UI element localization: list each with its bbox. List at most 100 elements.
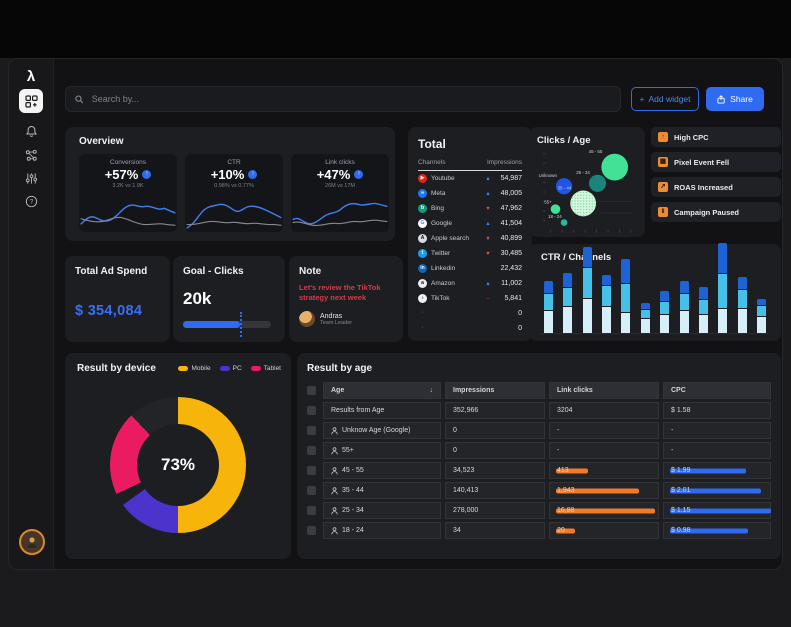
link-clicks-cell: 16,88 xyxy=(549,502,659,519)
sort-descending-icon: ↓ xyxy=(429,387,434,394)
row-checkbox[interactable] xyxy=(307,426,316,435)
ctr-card[interactable]: CTR +10% ↑ 0.98% vs 0.77% xyxy=(185,154,283,232)
note-author-name: Andras xyxy=(320,312,343,320)
channel-impressions: 22,432 xyxy=(500,265,522,272)
age-cell: 18 - 24 xyxy=(323,522,441,539)
age-table-row[interactable]: 25 - 34 278,000 16,88 $ 1.15 xyxy=(307,502,771,519)
clicks-age-title: Clicks / Age xyxy=(537,135,591,146)
legend-item-pc[interactable]: PC xyxy=(219,365,242,372)
channel-row: in Linkedin 22,432 xyxy=(418,261,522,276)
cpc-cell: - xyxy=(663,422,771,439)
total-panel: Total Channels Impressions ▶ Youtube ▲ 54,9… xyxy=(408,127,532,341)
sidebar-item-integrations[interactable] xyxy=(19,143,43,167)
person-icon xyxy=(331,446,338,454)
age-value: 55+ xyxy=(342,447,354,454)
total-title: Total xyxy=(418,137,446,151)
user-avatar[interactable] xyxy=(19,529,45,555)
row-checkbox[interactable] xyxy=(307,406,316,415)
sidebar-item-filters[interactable] xyxy=(19,166,43,190)
row-checkbox[interactable] xyxy=(307,446,316,455)
bubble-55+ xyxy=(550,204,561,214)
link-clicks-card[interactable]: Link clicks +47% ↑ 26M vs 17M xyxy=(291,154,389,232)
alert-pixel-event-fell[interactable]: ▦ Pixel Event Fell xyxy=(651,152,781,172)
conversions-sparkline xyxy=(80,204,176,226)
cpc-value: $ 1.58 xyxy=(671,407,691,414)
column-header-impressions: Impressions xyxy=(445,382,545,399)
link-clicks-cell: 3204 xyxy=(549,402,659,419)
bar-segment-light xyxy=(698,315,708,333)
bar-segment-blue xyxy=(698,287,708,299)
cpc-cell: $ 1.15 xyxy=(663,502,771,519)
goal-target-marker xyxy=(240,312,243,337)
column-header-label: Link clicks xyxy=(557,387,593,394)
ctr-delta: +10% xyxy=(210,167,245,182)
link-clicks-cell: - xyxy=(549,442,659,459)
cpc-cell: $ 1.99 xyxy=(663,462,771,479)
alert-roas-increased[interactable]: ↗ ROAS Increased xyxy=(651,177,781,197)
add-widget-button[interactable]: + Add widget xyxy=(631,87,699,111)
row-checkbox[interactable] xyxy=(307,486,316,495)
column-header-link-clicks: Link clicks xyxy=(549,382,659,399)
age-cell: 35 - 44 xyxy=(323,482,441,499)
link-clicks-bar xyxy=(556,508,656,513)
legend-swatch xyxy=(219,366,230,371)
bar-segment-light xyxy=(718,309,728,333)
trend-down-icon: ▼ xyxy=(485,235,491,242)
age-table-row[interactable]: Results from Age 352,966 3204 $ 1.58 xyxy=(307,402,771,419)
cpc-bar xyxy=(670,508,771,513)
alert-label: Campaign Paused xyxy=(674,207,740,217)
conversions-card[interactable]: Conversions +57% ↑ 3.2K vs 1.9K xyxy=(79,154,177,232)
legend-item-tablet[interactable]: Tablet xyxy=(250,365,281,372)
bar-segment-cyan xyxy=(660,302,670,314)
age-value: 45 - 55 xyxy=(342,467,364,474)
age-table-row[interactable]: 18 - 24 34 20 $ 0.98 xyxy=(307,522,771,539)
svg-text:?: ? xyxy=(29,198,33,205)
channel-row: ♪ TikTok − 5,841 xyxy=(418,291,522,306)
sidebar: λ xyxy=(9,59,54,569)
trend-up-icon: ▲ xyxy=(485,190,491,197)
row-checkbox[interactable] xyxy=(307,466,316,475)
channel-row: A Apple search ▼ 40,899 xyxy=(418,231,522,246)
row-checkbox[interactable] xyxy=(307,506,316,515)
age-table-row[interactable]: 45 - 55 34,523 413 $ 1.99 xyxy=(307,462,771,479)
bubble-label: 25 - 34 xyxy=(576,170,590,175)
channel-name: Meta xyxy=(431,190,446,197)
link-clicks-cell: 1,943 xyxy=(549,482,659,499)
sidebar-item-help[interactable]: ? xyxy=(19,189,43,213)
column-header-age[interactable]: Age ↓ xyxy=(323,382,441,399)
share-button[interactable]: Share xyxy=(706,87,764,111)
channel-impressions: 30,485 xyxy=(500,250,522,257)
goal-clicks-value: 20k xyxy=(183,289,212,308)
bar-segment-cyan xyxy=(679,294,689,310)
channels-column-header: Channels xyxy=(418,159,446,166)
row-checkbox[interactable] xyxy=(307,526,316,535)
age-table: Age ↓ Impressions Link clicks CPC Results fro… xyxy=(307,382,771,539)
alert-campaign-paused[interactable]: ‖ Campaign Paused xyxy=(651,202,781,222)
conversions-sub: 3.2K vs 1.9K xyxy=(112,183,144,189)
bar-segment-cyan xyxy=(544,294,553,310)
search-bar[interactable] xyxy=(65,86,621,112)
alert-icon: ‖ xyxy=(658,207,668,217)
search-input[interactable] xyxy=(89,93,611,105)
sidebar-item-notifications[interactable] xyxy=(19,119,43,143)
age-table-row[interactable]: 55+ 0 - - xyxy=(307,442,771,459)
note-author-avatar xyxy=(299,311,315,328)
cpc-cell: $ 1.58 xyxy=(663,402,771,419)
channel-name: Youtube xyxy=(431,175,455,182)
alert-high-cpc[interactable]: ↑ High CPC xyxy=(651,127,781,147)
sidebar-item-dashboard[interactable] xyxy=(19,89,43,113)
impressions-cell: 34 xyxy=(445,522,545,539)
age-cell: 55+ xyxy=(323,442,441,459)
legend-item-mobile[interactable]: Mobile xyxy=(178,365,211,372)
dashboard-grid-icon xyxy=(24,94,38,108)
age-table-row[interactable]: Unknow Age (Google) 0 - - xyxy=(307,422,771,439)
channel-name: Amazon xyxy=(431,280,455,287)
impressions-cell: 278,000 xyxy=(445,502,545,519)
legend-label: PC xyxy=(232,365,242,372)
header-checkbox[interactable] xyxy=(307,386,316,395)
tiktok-icon: ♪ xyxy=(418,294,427,303)
age-table-row[interactable]: 35 - 44 140,413 1,943 $ 2.01 xyxy=(307,482,771,499)
goal-progress-fill xyxy=(183,321,241,328)
link-clicks-sparkline xyxy=(292,202,388,227)
column-header-label: Age xyxy=(331,387,345,394)
